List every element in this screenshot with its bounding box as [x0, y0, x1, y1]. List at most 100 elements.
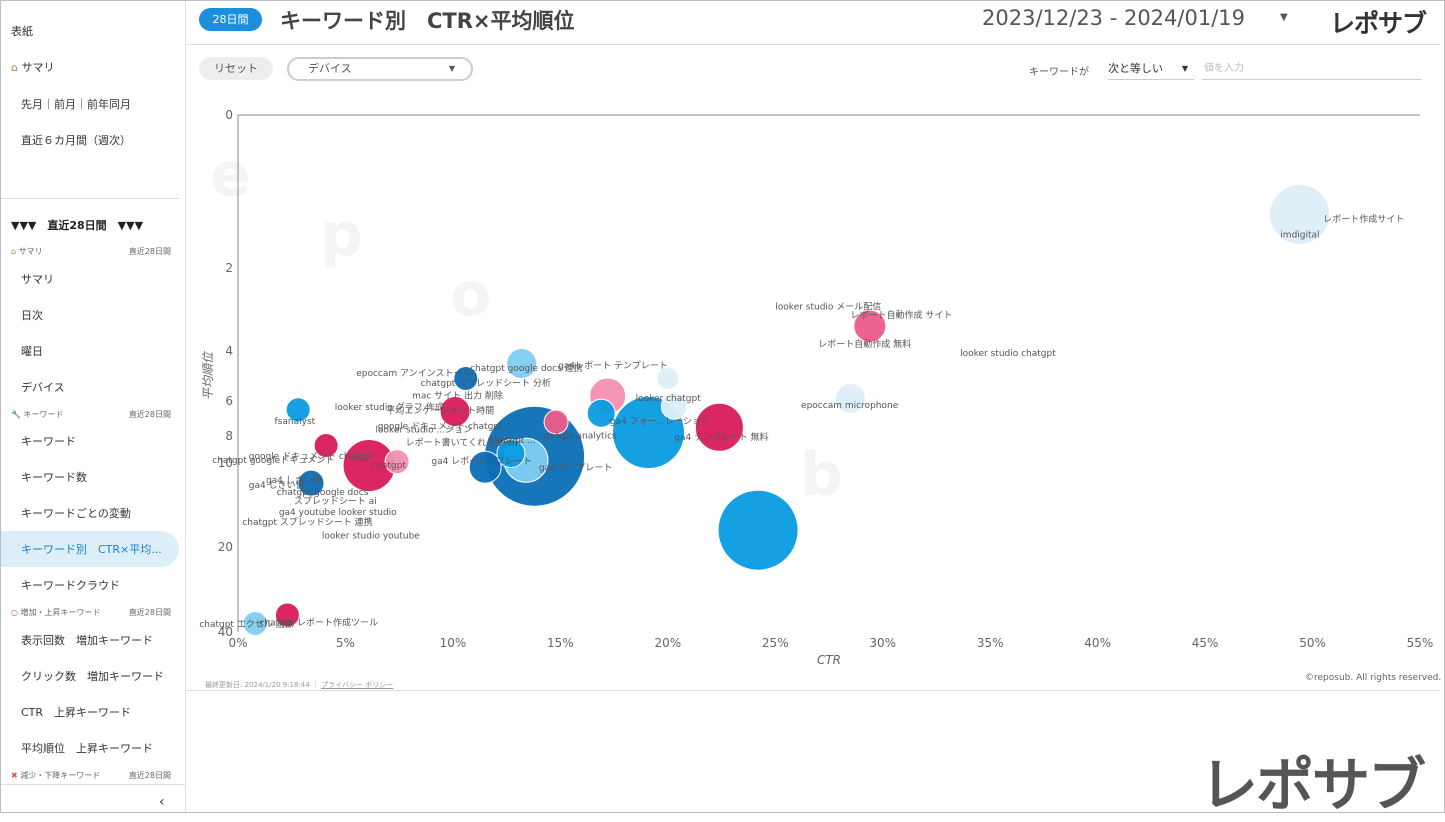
bubble-point [274, 602, 300, 628]
sidebar-item-month-compare[interactable]: 先月｜前月｜前年同月 [21, 98, 131, 111]
group-header-keyword: 🔧 キーワード 直近28日間 [11, 409, 171, 420]
sidebar-item-impressions-up[interactable]: 表示回数 増加キーワード [21, 634, 153, 647]
sidebar-item-daily[interactable]: 日次 [21, 309, 43, 322]
caret-down-icon: ▼ [448, 64, 455, 73]
collapse-sidebar-button[interactable]: ‹ [159, 794, 165, 810]
bubble-label: ga4 しきい値 [249, 479, 305, 491]
period-badge: 28日間 [199, 8, 262, 31]
date-range-picker[interactable]: 2023/12/23 - 2024/01/19 [982, 6, 1246, 30]
bubble-label: looker studio ...ション [376, 426, 473, 436]
bubble-point [384, 449, 410, 475]
sidebar-item-cover[interactable]: 表紙 [11, 25, 33, 38]
bubble-point [1269, 183, 1331, 245]
sidebar-item-keyword-change[interactable]: キーワードごとの変動 [21, 507, 131, 520]
y-tick-label: 8 [225, 429, 233, 443]
group-label: 増加・上昇キーワード [20, 608, 101, 617]
caret-down-icon: ▼ [1181, 64, 1188, 73]
sidebar-item-ctr-up[interactable]: CTR 上昇キーワード [21, 706, 132, 719]
bubble-point [313, 432, 339, 458]
bubble-point [285, 397, 311, 423]
group-period: 直近28日間 [128, 608, 171, 617]
device-select-label: デバイス [308, 62, 352, 75]
bubble-label: ga4 テンプレート [539, 463, 613, 474]
page-title: キーワード別 CTR×平均順位 [280, 9, 575, 33]
sidebar-item-summary[interactable]: サマリ [21, 273, 54, 286]
group-period: 直近28日間 [128, 771, 171, 780]
divider [1, 784, 185, 785]
bubble-label: imdigital [1280, 230, 1319, 240]
x-tick-label: 20% [654, 636, 681, 650]
bubble-label: chatgpt スプレッドシート 連携 [242, 516, 372, 528]
bubble-label: chatgpt エクセル 画像 [199, 618, 293, 630]
bubble-point [297, 469, 325, 497]
sidebar-item-keyword-cloud[interactable]: キーワードクラウド [21, 579, 120, 592]
bubble-label: looker chatgpt [636, 394, 702, 404]
operator-select-value: 次と等しい [1108, 62, 1163, 75]
circle-icon: ○ [11, 608, 18, 617]
sidebar-item-weekday[interactable]: 曜日 [21, 345, 43, 358]
sidebar-item-rank-up[interactable]: 平均順位 上昇キーワード [21, 742, 153, 755]
bubble-point [834, 383, 866, 414]
bubble-point [694, 402, 744, 452]
bubble-chart: 0% 5% 10% 15% 20% 25% 30% 35% 40% 45% 50% 55% 0 2 4 6 8 1… [199, 108, 1433, 667]
bubble-label: looker studio youtube [322, 532, 420, 542]
y-tick-label: 0 [225, 108, 233, 122]
group-header-summary: ⌂ サマリ 直近28日間 [11, 246, 171, 257]
sidebar-item-device[interactable]: デバイス [21, 381, 65, 394]
footer-meta: 最終更新日: 2024/1/20 9:18:44 ｜ プライバシー ポリシー [205, 680, 393, 690]
wrench-icon: 🔧 [11, 410, 21, 419]
y-axis-label: 平均順位 [201, 351, 215, 400]
keyword-value-input[interactable] [1202, 58, 1421, 80]
section-title-28days: ▼▼▼ 直近28日間 ▼▼▼ [11, 219, 144, 232]
bubble-label: ga4 テンプレート 無料 [674, 431, 768, 443]
cross-icon: ✖ [11, 771, 18, 780]
device-select[interactable]: デバイス ▼ [287, 57, 473, 81]
sidebar: 表紙 ⌂ サマリ 先月｜前月｜前年同月 直近６カ月間（週次） ▼▼▼ 直近28日… [1, 1, 186, 812]
sidebar-active-highlight [1, 531, 179, 567]
bubble-label: looker studio chatgpt [960, 349, 1056, 359]
copyright: ©reposub. All rights reserved. [1305, 673, 1442, 683]
bubble-label: ga4 youtube looker studio [279, 508, 397, 518]
bubble-point [656, 367, 680, 390]
bubble-label: chatgpt google docs 連携 [470, 362, 583, 374]
group-label: キーワード [23, 410, 64, 419]
bubble-point [242, 611, 268, 636]
bubble-label: google analytics [543, 432, 617, 442]
sidebar-item-six-months[interactable]: 直近６カ月間（週次） [21, 134, 131, 147]
bubble-label: google ドキュメント chatgpt [378, 422, 503, 432]
bubble-label: スプレッドシート ai [294, 496, 377, 507]
sidebar-item-keyword-count[interactable]: キーワード数 [21, 471, 87, 484]
sidebar-item-clicks-up[interactable]: クリック数 増加キーワード [21, 670, 164, 683]
bubble-point [717, 489, 799, 571]
bubble-label: looker studio グラフ 作成 [335, 401, 444, 413]
privacy-link[interactable]: プライバシー ポリシー [321, 681, 394, 689]
sidebar-item-label: サマリ [21, 61, 55, 74]
bubble-label: epoccam microphone [801, 401, 899, 411]
bubble-label: レポート作成サイト [1323, 213, 1404, 225]
x-tick-label: 15% [547, 636, 574, 650]
footer-separator: ｜ [311, 681, 319, 689]
bubble-label: google ドキュメント chatgpt [249, 452, 374, 462]
group-period: 直近28日間 [128, 410, 171, 419]
y-tick-label: 2 [225, 261, 233, 275]
bubble-label: ga4 しきい値 [266, 474, 322, 486]
y-tick-label: 4 [225, 344, 233, 358]
bubble-label: chatgpt googleドキュメント [212, 456, 334, 466]
reset-button[interactable]: リセット [199, 57, 273, 80]
bubble-label: ga4 フォー...レーション [610, 417, 710, 427]
y-tick-label: 10 [218, 456, 233, 470]
x-tick-label: 35% [977, 636, 1004, 650]
bubble-label: looker studio メール配信 [775, 301, 881, 313]
bubble-point [496, 439, 526, 469]
sidebar-item-keyword-ctr-rank[interactable]: キーワード別 CTR×平均... [21, 543, 162, 556]
bubble-label: chatgpt スプレッドシート 分析 [421, 377, 551, 389]
operator-select[interactable]: 次と等しい ▼ [1108, 58, 1194, 80]
bubble-label: レポート自動作成 サイト [850, 309, 952, 321]
divider [186, 44, 1440, 45]
bubble-label: 平均エンゲージメント時間 [386, 404, 494, 416]
footer-logo: レポサブ [1200, 751, 1426, 819]
caret-down-icon[interactable]: ▼ [1280, 12, 1288, 23]
sidebar-item-summary-top[interactable]: ⌂ サマリ [11, 59, 54, 75]
bubble-label: mac サイト 出力 削除 [412, 390, 503, 402]
sidebar-item-keyword[interactable]: キーワード [21, 435, 76, 448]
